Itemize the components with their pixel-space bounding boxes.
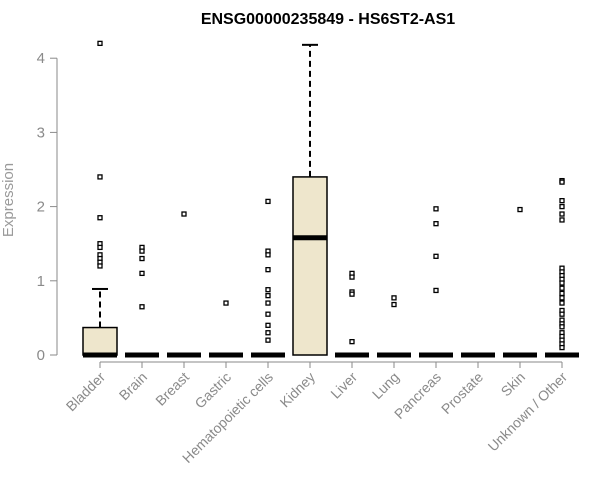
x-tick-label: Liver xyxy=(327,369,360,402)
outlier-point xyxy=(349,291,355,297)
outlier-point xyxy=(265,300,271,306)
outlier-point xyxy=(559,198,565,204)
x-tick-label: Kidney xyxy=(277,369,319,411)
outlier-point xyxy=(265,267,271,273)
x-tick-label: Pancreas xyxy=(391,369,444,422)
x-tick-label: Skin xyxy=(498,369,529,400)
x-tick-label: Bladder xyxy=(63,369,109,415)
outlier-point xyxy=(265,287,271,293)
outlier-point xyxy=(265,311,271,317)
x-tick-label: Lung xyxy=(369,369,402,402)
outlier-point xyxy=(559,324,565,330)
outlier-point xyxy=(559,344,565,351)
outlier-point xyxy=(559,295,565,301)
outlier-point xyxy=(559,211,565,217)
chart-title: ENSG00000235849 - HS6ST2-AS1 xyxy=(201,11,455,28)
outlier-point xyxy=(559,203,565,210)
box-kidney xyxy=(292,43,328,356)
y-tick-label: 4 xyxy=(37,50,45,67)
box-hematopoietic-cells xyxy=(251,198,285,358)
outlier-point xyxy=(559,290,565,297)
outlier-point xyxy=(433,206,439,212)
boxes xyxy=(82,40,579,358)
outlier-point xyxy=(223,300,229,306)
outlier-point xyxy=(391,295,397,301)
outlier-point xyxy=(97,263,103,269)
box-iqr xyxy=(292,176,328,356)
outlier-point xyxy=(559,280,565,286)
outlier-point xyxy=(349,274,355,280)
x-tick-label: Brain xyxy=(116,369,150,403)
box-unknown-other xyxy=(545,177,579,358)
outlier-point xyxy=(265,252,271,258)
y-tick-label: 1 xyxy=(37,273,45,290)
outlier-point xyxy=(265,292,271,299)
outlier-point xyxy=(349,338,355,345)
y-tick-label: 2 xyxy=(37,199,45,216)
box-lung xyxy=(377,295,411,358)
y-tick-label: 3 xyxy=(37,124,45,141)
box-breast xyxy=(167,211,201,358)
outlier-point xyxy=(559,179,565,185)
box-brain xyxy=(125,244,159,358)
outlier-point xyxy=(559,285,565,291)
outlier-point xyxy=(139,304,145,310)
outlier-point xyxy=(391,301,397,308)
x-tick-label: Prostate xyxy=(438,369,486,417)
x-tick-label: Breast xyxy=(152,369,192,409)
box-liver xyxy=(335,270,369,358)
outlier-point xyxy=(181,211,187,217)
outlier-point xyxy=(265,330,271,336)
box-gastric xyxy=(209,300,243,358)
y-axis: 0 1 2 3 4 xyxy=(37,50,58,364)
x-tick-label: Unknown / Other xyxy=(485,369,571,455)
y-tick-label: 0 xyxy=(37,347,45,364)
outlier-point xyxy=(139,255,145,262)
outlier-point xyxy=(265,198,271,205)
outlier-point xyxy=(433,287,439,294)
outlier-point xyxy=(517,206,523,213)
outlier-point xyxy=(559,300,565,306)
box-skin xyxy=(503,206,537,358)
outlier-point xyxy=(139,248,145,254)
outlier-point xyxy=(97,244,103,251)
outlier-point xyxy=(433,253,439,259)
outlier-point xyxy=(265,337,271,343)
y-axis-label: Expression xyxy=(0,163,17,237)
outlier-point xyxy=(97,40,103,47)
outlier-point xyxy=(97,174,103,180)
box-iqr xyxy=(82,326,118,356)
outlier-point xyxy=(97,215,103,221)
outlier-point xyxy=(559,311,565,317)
outlier-point xyxy=(139,270,145,277)
outlier-point xyxy=(433,221,439,227)
x-axis xyxy=(99,361,563,368)
outlier-point xyxy=(559,217,565,223)
box-bladder xyxy=(82,40,118,358)
box-pancreas xyxy=(419,206,453,358)
outlier-point xyxy=(265,322,271,328)
